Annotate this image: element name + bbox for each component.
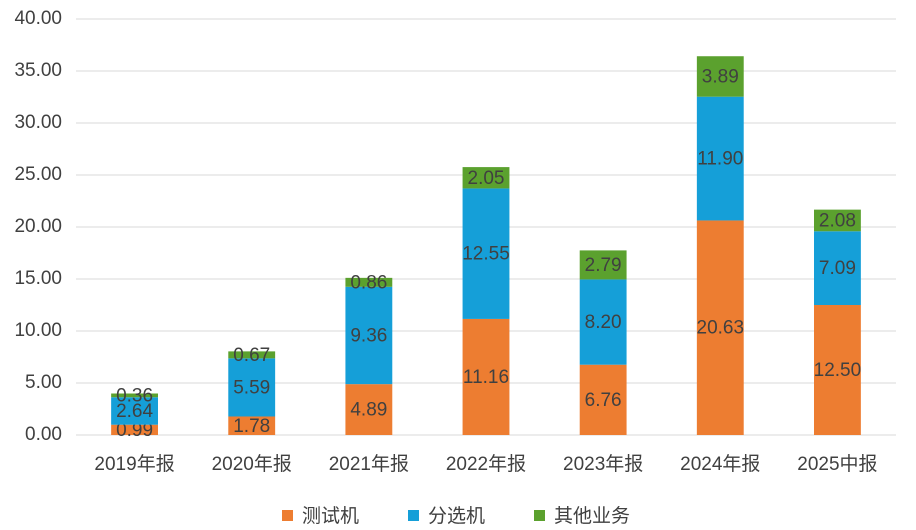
legend-label: 其他业务 <box>554 505 630 527</box>
bar-segment <box>228 358 276 417</box>
y-tick-label: 30.00 <box>14 112 62 133</box>
bar-segment <box>111 393 158 398</box>
data-label: 0.67 <box>233 345 270 366</box>
x-tick-label: 2022年报 <box>446 453 526 475</box>
legend-swatch <box>408 510 419 521</box>
x-tick-label: 2023年报 <box>563 453 643 475</box>
bar-segment <box>111 424 158 435</box>
bar-segment <box>696 56 744 97</box>
data-label: 11.90 <box>697 149 743 170</box>
bar-segment <box>345 384 393 435</box>
x-tick-label: 2019年报 <box>94 453 174 475</box>
bar-segment <box>814 305 861 435</box>
data-label: 0.99 <box>116 420 153 441</box>
data-label: 2.64 <box>116 401 153 422</box>
data-label: 11.16 <box>463 367 509 388</box>
data-label: 2.79 <box>585 255 622 276</box>
y-tick-label: 10.00 <box>14 320 62 341</box>
bar-segment <box>228 416 276 435</box>
x-tick-label: 2020年报 <box>212 453 292 475</box>
y-tick-label: 15.00 <box>14 268 62 289</box>
y-tick-label: 5.00 <box>25 372 62 393</box>
bar-segment <box>814 209 861 232</box>
bar-segment <box>111 397 158 425</box>
data-label: 2.08 <box>819 210 856 231</box>
data-label: 20.63 <box>697 318 745 339</box>
bar-segment <box>462 318 510 435</box>
legend-swatch <box>534 510 545 521</box>
bar-segment <box>345 277 393 287</box>
bar-segment <box>579 364 627 435</box>
data-label: 3.89 <box>702 66 739 87</box>
data-label: 12.55 <box>462 244 510 265</box>
data-label: 5.59 <box>233 377 270 398</box>
bar-segment <box>696 96 744 221</box>
data-label: 2.05 <box>468 168 505 189</box>
legend-swatch <box>282 510 293 521</box>
legend-label: 分选机 <box>428 505 485 527</box>
bar-segment <box>462 188 510 319</box>
y-tick-label: 35.00 <box>14 60 62 81</box>
bar-segment <box>696 220 744 435</box>
data-label: 1.78 <box>233 416 270 437</box>
legend-label: 测试机 <box>302 505 359 527</box>
data-label: 7.09 <box>819 258 856 279</box>
data-label: 0.86 <box>350 272 387 293</box>
x-tick-label: 2024年报 <box>680 453 760 475</box>
bar-segment <box>579 279 627 365</box>
y-tick-label: 25.00 <box>14 164 62 185</box>
data-label: 4.89 <box>350 400 387 421</box>
y-tick-label: 0.00 <box>25 424 62 445</box>
data-label: 0.36 <box>116 385 153 406</box>
data-label: 8.20 <box>585 312 622 333</box>
x-tick-label: 2025中报 <box>797 453 877 475</box>
data-label: 12.50 <box>814 360 862 381</box>
data-label: 6.76 <box>585 390 622 411</box>
bar-segment <box>579 250 627 280</box>
data-label: 9.36 <box>350 325 387 346</box>
y-tick-label: 20.00 <box>14 216 62 237</box>
bar-segment <box>228 351 276 359</box>
bar-segment <box>462 167 510 189</box>
x-tick-label: 2021年报 <box>329 453 409 475</box>
bar-segment <box>345 286 393 385</box>
bar-segment <box>814 231 861 305</box>
y-tick-label: 40.00 <box>14 8 62 29</box>
